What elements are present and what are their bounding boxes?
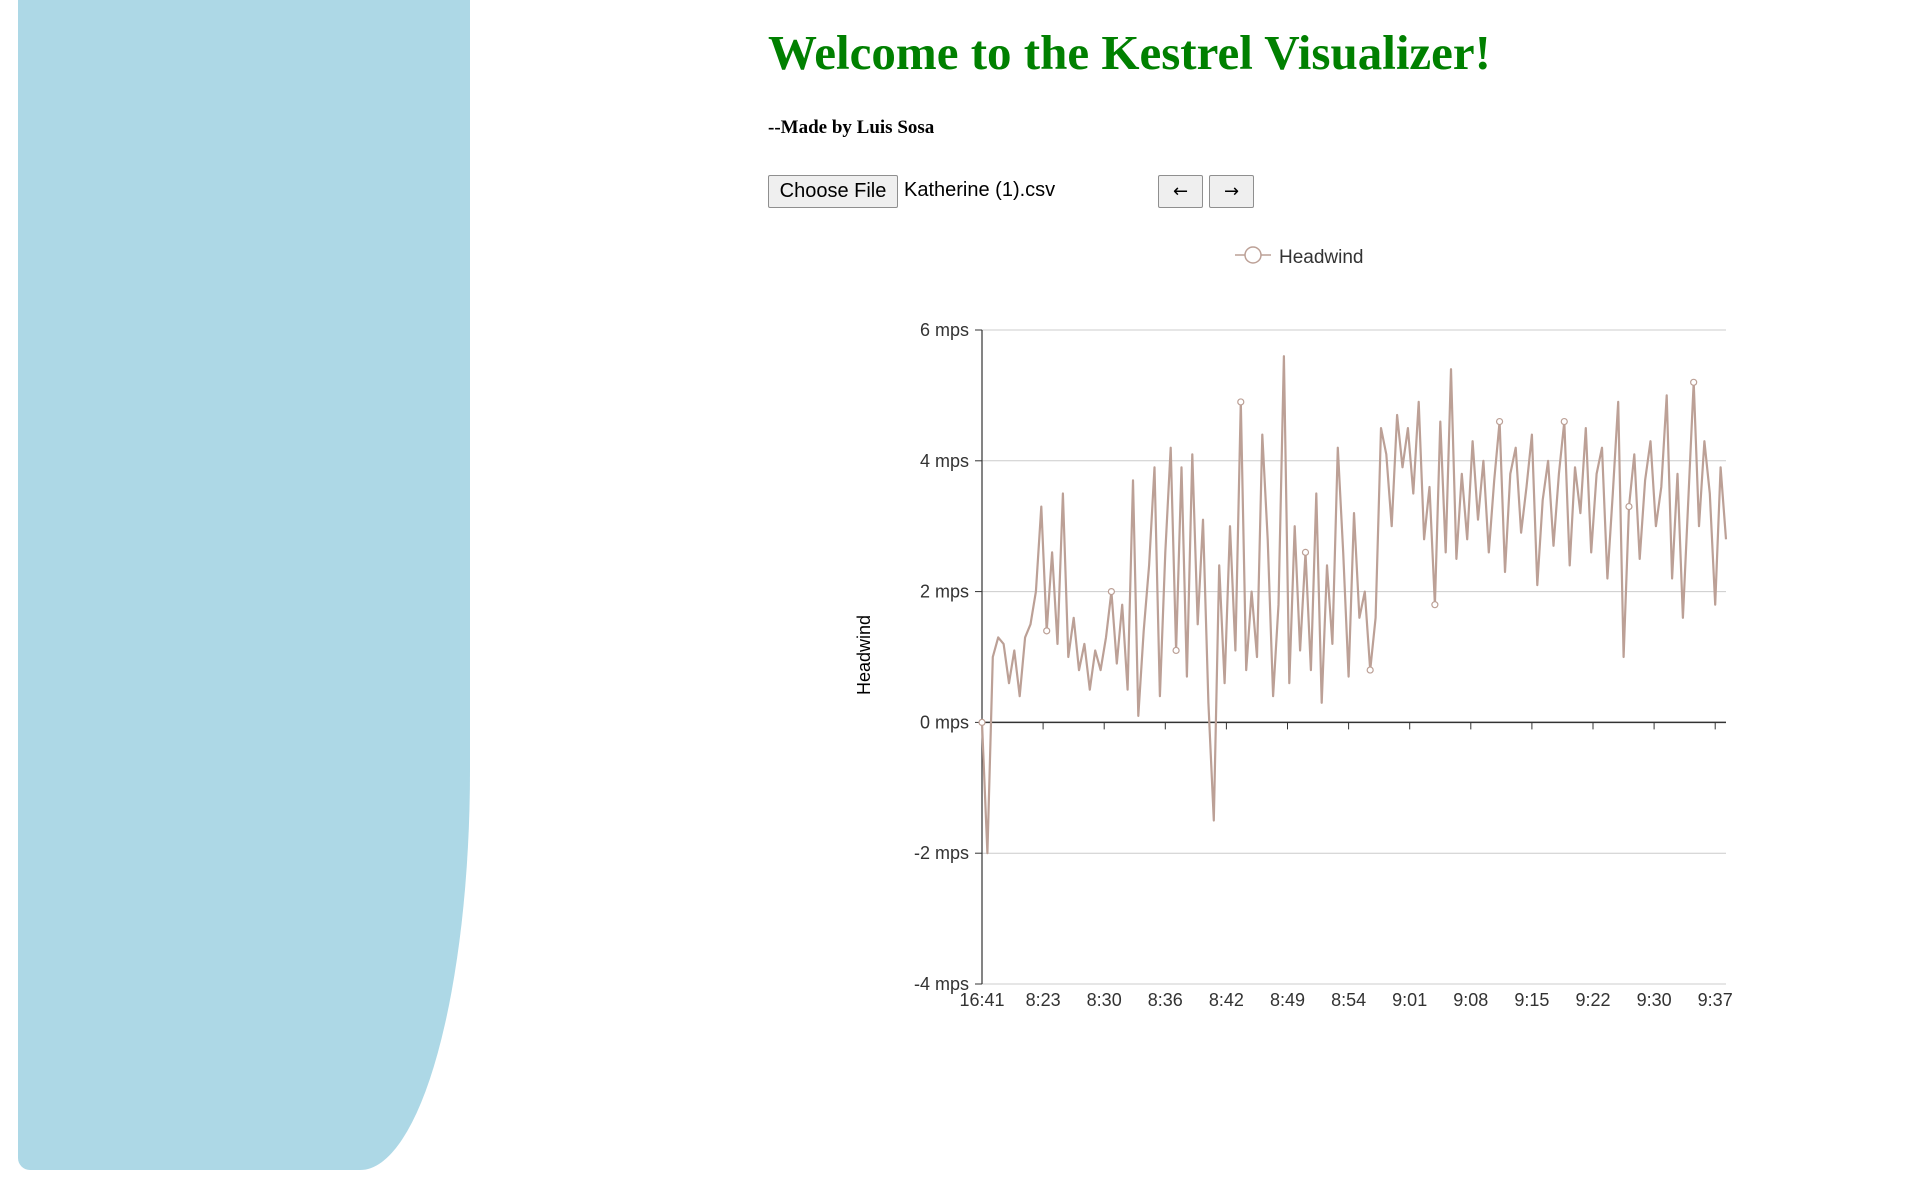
data-point	[1107, 587, 1115, 596]
x-tick-label: 9:37	[1698, 990, 1733, 1010]
y-tick-label: 0 mps	[920, 712, 969, 732]
data-point	[1625, 502, 1633, 511]
x-tick-label: 9:30	[1637, 990, 1672, 1010]
x-tick-label: 8:30	[1087, 990, 1122, 1010]
y-tick-label: 2 mps	[920, 582, 969, 602]
author-byline: --Made by Luis Sosa	[768, 117, 935, 138]
data-point	[1301, 548, 1310, 556]
y-tick-label: 4 mps	[920, 451, 969, 471]
x-tick-label: 8:54	[1331, 990, 1366, 1010]
x-tick-label: 9:15	[1514, 990, 1549, 1010]
x-tick-label: 8:49	[1270, 990, 1305, 1010]
x-tick-label: 16:41	[959, 990, 1004, 1010]
data-point	[1690, 378, 1698, 386]
data-point	[1043, 627, 1051, 635]
selected-file-name: Katherine (1).csv	[904, 179, 1056, 201]
legend-marker-icon	[1244, 246, 1262, 264]
x-tick-label: 9:01	[1392, 990, 1427, 1010]
chart-legend[interactable]: Headwind	[1235, 246, 1364, 268]
data-point	[1431, 601, 1439, 609]
page-title: Welcome to the Kestrel Visualizer!	[768, 25, 1491, 80]
previous-button[interactable]: ←	[1158, 175, 1203, 208]
x-tick-label: 8:36	[1148, 990, 1183, 1010]
legend-label-headwind: Headwind	[1279, 247, 1364, 268]
x-tick-label: 9:08	[1453, 990, 1488, 1010]
x-tick-label: 8:23	[1026, 990, 1061, 1010]
y-tick-label: -4 mps	[914, 974, 969, 994]
data-point	[1560, 417, 1568, 426]
data-point	[1366, 666, 1374, 674]
y-tick-label: 6 mps	[920, 320, 969, 340]
data-point	[978, 718, 986, 727]
next-button[interactable]: →	[1209, 175, 1254, 208]
data-point	[1172, 646, 1180, 655]
sidebar-panel	[18, 0, 470, 1170]
series-line-headwind	[980, 355, 1728, 855]
data-point	[1237, 398, 1245, 406]
choose-file-button[interactable]: Choose File	[768, 175, 898, 208]
y-tick-label: -2 mps	[914, 843, 969, 863]
x-tick-label: 9:22	[1575, 990, 1610, 1010]
y-axis-label: Headwind	[854, 615, 874, 695]
data-point	[1495, 417, 1504, 426]
x-tick-label: 8:42	[1209, 990, 1244, 1010]
